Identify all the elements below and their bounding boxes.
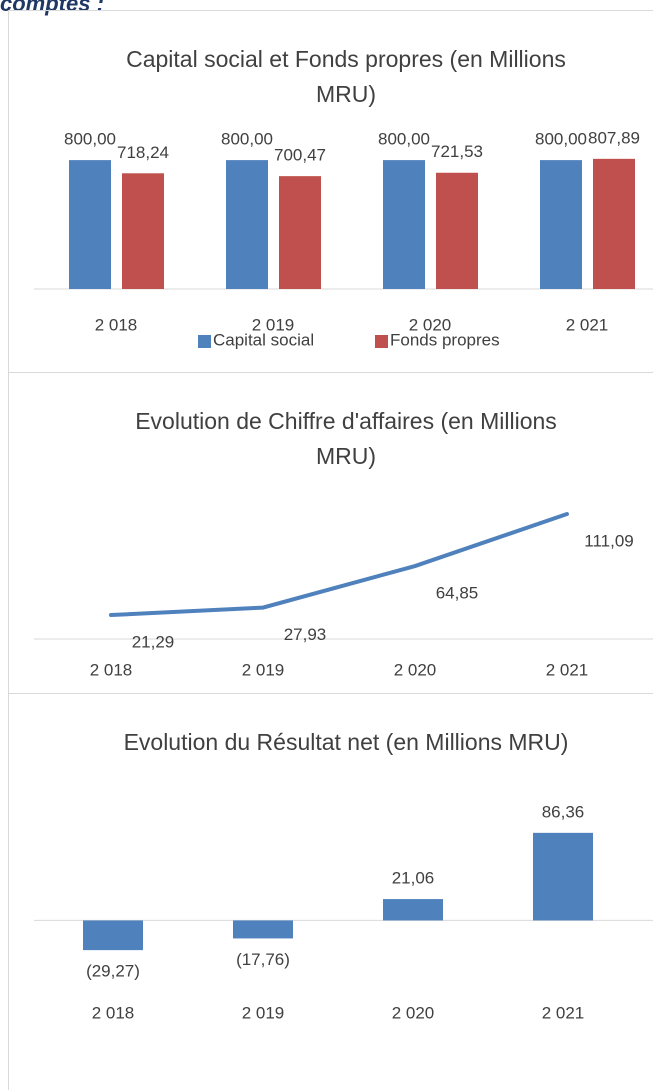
chart-panel: Capital social et Fonds propres (en Mill… xyxy=(8,10,653,372)
chart-panel: Evolution de Chiffre d'affaires (en Mill… xyxy=(8,372,653,693)
x-tick-label: 2 018 xyxy=(90,660,133,679)
bar xyxy=(122,173,164,289)
data-label: 27,93 xyxy=(284,625,327,644)
heading: comptes : xyxy=(0,0,104,16)
bar xyxy=(383,160,425,289)
x-tick-label: 2 018 xyxy=(95,315,138,334)
data-label: 718,24 xyxy=(117,143,169,162)
bar xyxy=(593,158,635,289)
data-label: 111,09 xyxy=(584,532,633,551)
x-tick-label: 2 019 xyxy=(242,660,285,679)
bar xyxy=(69,160,111,289)
legend-swatch xyxy=(198,335,211,348)
data-label: 86,36 xyxy=(542,802,585,821)
data-label: 21,06 xyxy=(392,869,435,888)
data-label: 64,85 xyxy=(436,584,479,603)
data-label: 800,00 xyxy=(535,130,587,149)
bar xyxy=(540,160,582,289)
bar xyxy=(226,160,268,289)
chart-title: Evolution de Chiffre d'affaires (en Mill… xyxy=(135,408,557,469)
data-label: 800,00 xyxy=(221,130,273,149)
chart-panel: Evolution du Résultat net (en Millions M… xyxy=(8,693,653,1090)
data-label: 800,00 xyxy=(378,130,430,149)
legend-label: Capital social xyxy=(213,330,314,349)
x-tick-label: 2 021 xyxy=(542,1003,585,1022)
data-label: (29,27) xyxy=(86,962,140,981)
x-tick-label: 2 020 xyxy=(392,1003,435,1022)
data-label: (17,76) xyxy=(236,950,290,969)
chart: 2 018 2 019 2 020 2 021 (29,27) (17,76) 21,06 8… xyxy=(34,802,653,1022)
x-tick-label: 2 020 xyxy=(394,660,437,679)
x-tick-label: 2 019 xyxy=(242,1003,285,1022)
data-label: 21,29 xyxy=(132,633,175,652)
legend-label: Fonds propres xyxy=(390,330,500,349)
x-tick-label: 2 021 xyxy=(566,315,609,334)
line xyxy=(109,512,569,618)
chart: 2 018 2 019 2 020 2 021 21,29 27,93 64,85 111,0… xyxy=(34,512,653,679)
bar xyxy=(233,920,293,939)
chart-title: Evolution du Résultat net (en Millions M… xyxy=(123,729,569,755)
bar xyxy=(279,176,321,289)
bar xyxy=(383,899,443,921)
x-tick-label: 2 019 xyxy=(252,315,295,334)
x-tick-label: 2 020 xyxy=(409,315,452,334)
chart-title: Capital social et Fonds propres (en Mill… xyxy=(126,46,566,107)
bar xyxy=(83,920,143,951)
x-tick-label: 2 018 xyxy=(92,1003,135,1022)
data-label: 800,00 xyxy=(64,130,116,149)
bar xyxy=(533,832,593,921)
data-label: 721,53 xyxy=(431,142,483,161)
data-label: 807,89 xyxy=(588,128,640,147)
bar xyxy=(436,172,478,289)
data-label: 700,47 xyxy=(274,146,326,165)
x-tick-label: 2 021 xyxy=(546,660,589,679)
legend-swatch xyxy=(375,335,388,348)
